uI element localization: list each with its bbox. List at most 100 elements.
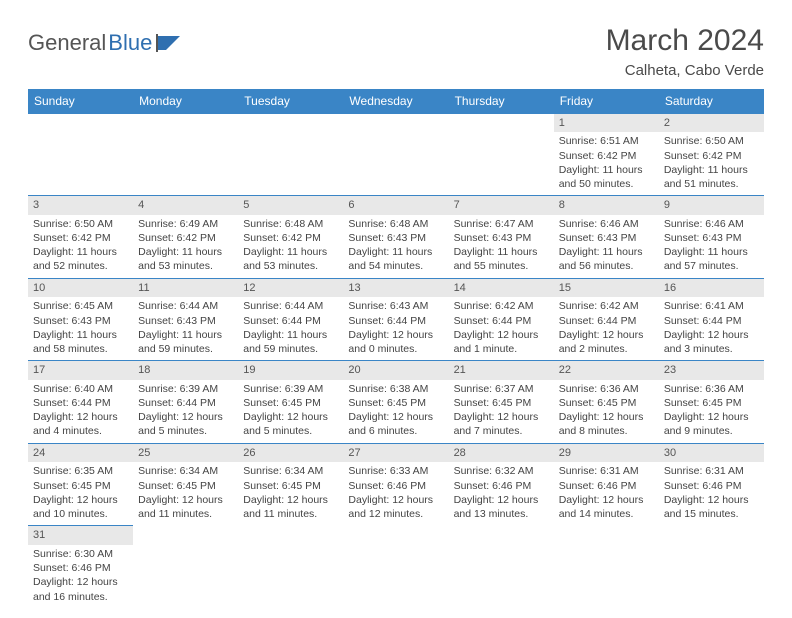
day-number: 13 xyxy=(343,279,448,298)
sunrise-text: Sunrise: 6:35 AM xyxy=(33,464,128,478)
calendar-row: 1Sunrise: 6:51 AMSunset: 6:42 PMDaylight… xyxy=(28,114,764,196)
day-number: 9 xyxy=(659,196,764,215)
day-body: Sunrise: 6:46 AMSunset: 6:43 PMDaylight:… xyxy=(659,215,764,278)
daylight-text: Daylight: 11 hours and 53 minutes. xyxy=(138,245,233,273)
sunrise-text: Sunrise: 6:50 AM xyxy=(664,134,759,148)
logo-text-1: General xyxy=(28,30,106,56)
day-header: Monday xyxy=(133,89,238,114)
sunset-text: Sunset: 6:45 PM xyxy=(138,479,233,493)
daylight-text: Daylight: 11 hours and 52 minutes. xyxy=(33,245,128,273)
sunrise-text: Sunrise: 6:42 AM xyxy=(454,299,549,313)
day-body: Sunrise: 6:49 AMSunset: 6:42 PMDaylight:… xyxy=(133,215,238,278)
calendar-cell: 28Sunrise: 6:32 AMSunset: 6:46 PMDayligh… xyxy=(449,443,554,526)
sunrise-text: Sunrise: 6:33 AM xyxy=(348,464,443,478)
sunrise-text: Sunrise: 6:32 AM xyxy=(454,464,549,478)
daylight-text: Daylight: 12 hours and 10 minutes. xyxy=(33,493,128,521)
day-number: 26 xyxy=(238,444,343,463)
calendar-cell: 29Sunrise: 6:31 AMSunset: 6:46 PMDayligh… xyxy=(554,443,659,526)
calendar-table: Sunday Monday Tuesday Wednesday Thursday… xyxy=(28,89,764,608)
calendar-cell: 14Sunrise: 6:42 AMSunset: 6:44 PMDayligh… xyxy=(449,278,554,361)
day-body: Sunrise: 6:43 AMSunset: 6:44 PMDaylight:… xyxy=(343,297,448,360)
sunrise-text: Sunrise: 6:36 AM xyxy=(559,382,654,396)
day-header: Tuesday xyxy=(238,89,343,114)
day-body: Sunrise: 6:33 AMSunset: 6:46 PMDaylight:… xyxy=(343,462,448,525)
calendar-cell xyxy=(659,526,764,608)
day-body: Sunrise: 6:48 AMSunset: 6:43 PMDaylight:… xyxy=(343,215,448,278)
daylight-text: Daylight: 12 hours and 2 minutes. xyxy=(559,328,654,356)
calendar-cell: 18Sunrise: 6:39 AMSunset: 6:44 PMDayligh… xyxy=(133,361,238,444)
daylight-text: Daylight: 12 hours and 7 minutes. xyxy=(454,410,549,438)
sunrise-text: Sunrise: 6:38 AM xyxy=(348,382,443,396)
calendar-cell: 17Sunrise: 6:40 AMSunset: 6:44 PMDayligh… xyxy=(28,361,133,444)
sunrise-text: Sunrise: 6:51 AM xyxy=(559,134,654,148)
calendar-cell xyxy=(449,114,554,196)
calendar-cell: 8Sunrise: 6:46 AMSunset: 6:43 PMDaylight… xyxy=(554,196,659,279)
day-header-row: Sunday Monday Tuesday Wednesday Thursday… xyxy=(28,89,764,114)
calendar-cell: 23Sunrise: 6:36 AMSunset: 6:45 PMDayligh… xyxy=(659,361,764,444)
sunset-text: Sunset: 6:45 PM xyxy=(664,396,759,410)
day-body: Sunrise: 6:45 AMSunset: 6:43 PMDaylight:… xyxy=(28,297,133,360)
sunrise-text: Sunrise: 6:34 AM xyxy=(243,464,338,478)
sunset-text: Sunset: 6:46 PM xyxy=(33,561,128,575)
daylight-text: Daylight: 12 hours and 5 minutes. xyxy=(243,410,338,438)
sunset-text: Sunset: 6:46 PM xyxy=(454,479,549,493)
daylight-text: Daylight: 12 hours and 1 minute. xyxy=(454,328,549,356)
sunrise-text: Sunrise: 6:36 AM xyxy=(664,382,759,396)
sunset-text: Sunset: 6:42 PM xyxy=(243,231,338,245)
calendar-cell: 16Sunrise: 6:41 AMSunset: 6:44 PMDayligh… xyxy=(659,278,764,361)
sunrise-text: Sunrise: 6:47 AM xyxy=(454,217,549,231)
sunrise-text: Sunrise: 6:40 AM xyxy=(33,382,128,396)
day-body: Sunrise: 6:42 AMSunset: 6:44 PMDaylight:… xyxy=(449,297,554,360)
day-number: 22 xyxy=(554,361,659,380)
sunset-text: Sunset: 6:42 PM xyxy=(559,149,654,163)
sunrise-text: Sunrise: 6:31 AM xyxy=(559,464,654,478)
sunset-text: Sunset: 6:44 PM xyxy=(559,314,654,328)
day-body: Sunrise: 6:48 AMSunset: 6:42 PMDaylight:… xyxy=(238,215,343,278)
day-number: 28 xyxy=(449,444,554,463)
calendar-row: 17Sunrise: 6:40 AMSunset: 6:44 PMDayligh… xyxy=(28,361,764,444)
sunrise-text: Sunrise: 6:37 AM xyxy=(454,382,549,396)
sunset-text: Sunset: 6:42 PM xyxy=(138,231,233,245)
day-body: Sunrise: 6:50 AMSunset: 6:42 PMDaylight:… xyxy=(28,215,133,278)
sunset-text: Sunset: 6:43 PM xyxy=(348,231,443,245)
day-body: Sunrise: 6:37 AMSunset: 6:45 PMDaylight:… xyxy=(449,380,554,443)
daylight-text: Daylight: 12 hours and 16 minutes. xyxy=(33,575,128,603)
day-body: Sunrise: 6:40 AMSunset: 6:44 PMDaylight:… xyxy=(28,380,133,443)
sunset-text: Sunset: 6:46 PM xyxy=(664,479,759,493)
day-body: Sunrise: 6:30 AMSunset: 6:46 PMDaylight:… xyxy=(28,545,133,608)
calendar-cell: 31Sunrise: 6:30 AMSunset: 6:46 PMDayligh… xyxy=(28,526,133,608)
calendar-cell: 12Sunrise: 6:44 AMSunset: 6:44 PMDayligh… xyxy=(238,278,343,361)
day-body: Sunrise: 6:32 AMSunset: 6:46 PMDaylight:… xyxy=(449,462,554,525)
sunset-text: Sunset: 6:42 PM xyxy=(33,231,128,245)
calendar-cell xyxy=(343,526,448,608)
day-number: 18 xyxy=(133,361,238,380)
day-body: Sunrise: 6:44 AMSunset: 6:44 PMDaylight:… xyxy=(238,297,343,360)
day-body: Sunrise: 6:35 AMSunset: 6:45 PMDaylight:… xyxy=(28,462,133,525)
day-header: Sunday xyxy=(28,89,133,114)
calendar-cell xyxy=(554,526,659,608)
day-number: 10 xyxy=(28,279,133,298)
daylight-text: Daylight: 11 hours and 57 minutes. xyxy=(664,245,759,273)
day-header: Wednesday xyxy=(343,89,448,114)
logo-flag-icon xyxy=(156,34,182,52)
sunset-text: Sunset: 6:45 PM xyxy=(348,396,443,410)
daylight-text: Daylight: 12 hours and 9 minutes. xyxy=(664,410,759,438)
page-header: GeneralBlue March 2024 Calheta, Cabo Ver… xyxy=(28,24,764,79)
daylight-text: Daylight: 12 hours and 11 minutes. xyxy=(138,493,233,521)
calendar-cell: 3Sunrise: 6:50 AMSunset: 6:42 PMDaylight… xyxy=(28,196,133,279)
daylight-text: Daylight: 12 hours and 15 minutes. xyxy=(664,493,759,521)
calendar-cell: 26Sunrise: 6:34 AMSunset: 6:45 PMDayligh… xyxy=(238,443,343,526)
calendar-row: 10Sunrise: 6:45 AMSunset: 6:43 PMDayligh… xyxy=(28,278,764,361)
calendar-cell: 1Sunrise: 6:51 AMSunset: 6:42 PMDaylight… xyxy=(554,114,659,196)
sunset-text: Sunset: 6:45 PM xyxy=(559,396,654,410)
day-number: 8 xyxy=(554,196,659,215)
day-number: 7 xyxy=(449,196,554,215)
daylight-text: Daylight: 11 hours and 58 minutes. xyxy=(33,328,128,356)
sunset-text: Sunset: 6:43 PM xyxy=(138,314,233,328)
sunset-text: Sunset: 6:46 PM xyxy=(559,479,654,493)
calendar-cell: 9Sunrise: 6:46 AMSunset: 6:43 PMDaylight… xyxy=(659,196,764,279)
calendar-cell xyxy=(238,114,343,196)
day-body: Sunrise: 6:41 AMSunset: 6:44 PMDaylight:… xyxy=(659,297,764,360)
daylight-text: Daylight: 11 hours and 55 minutes. xyxy=(454,245,549,273)
sunset-text: Sunset: 6:44 PM xyxy=(348,314,443,328)
